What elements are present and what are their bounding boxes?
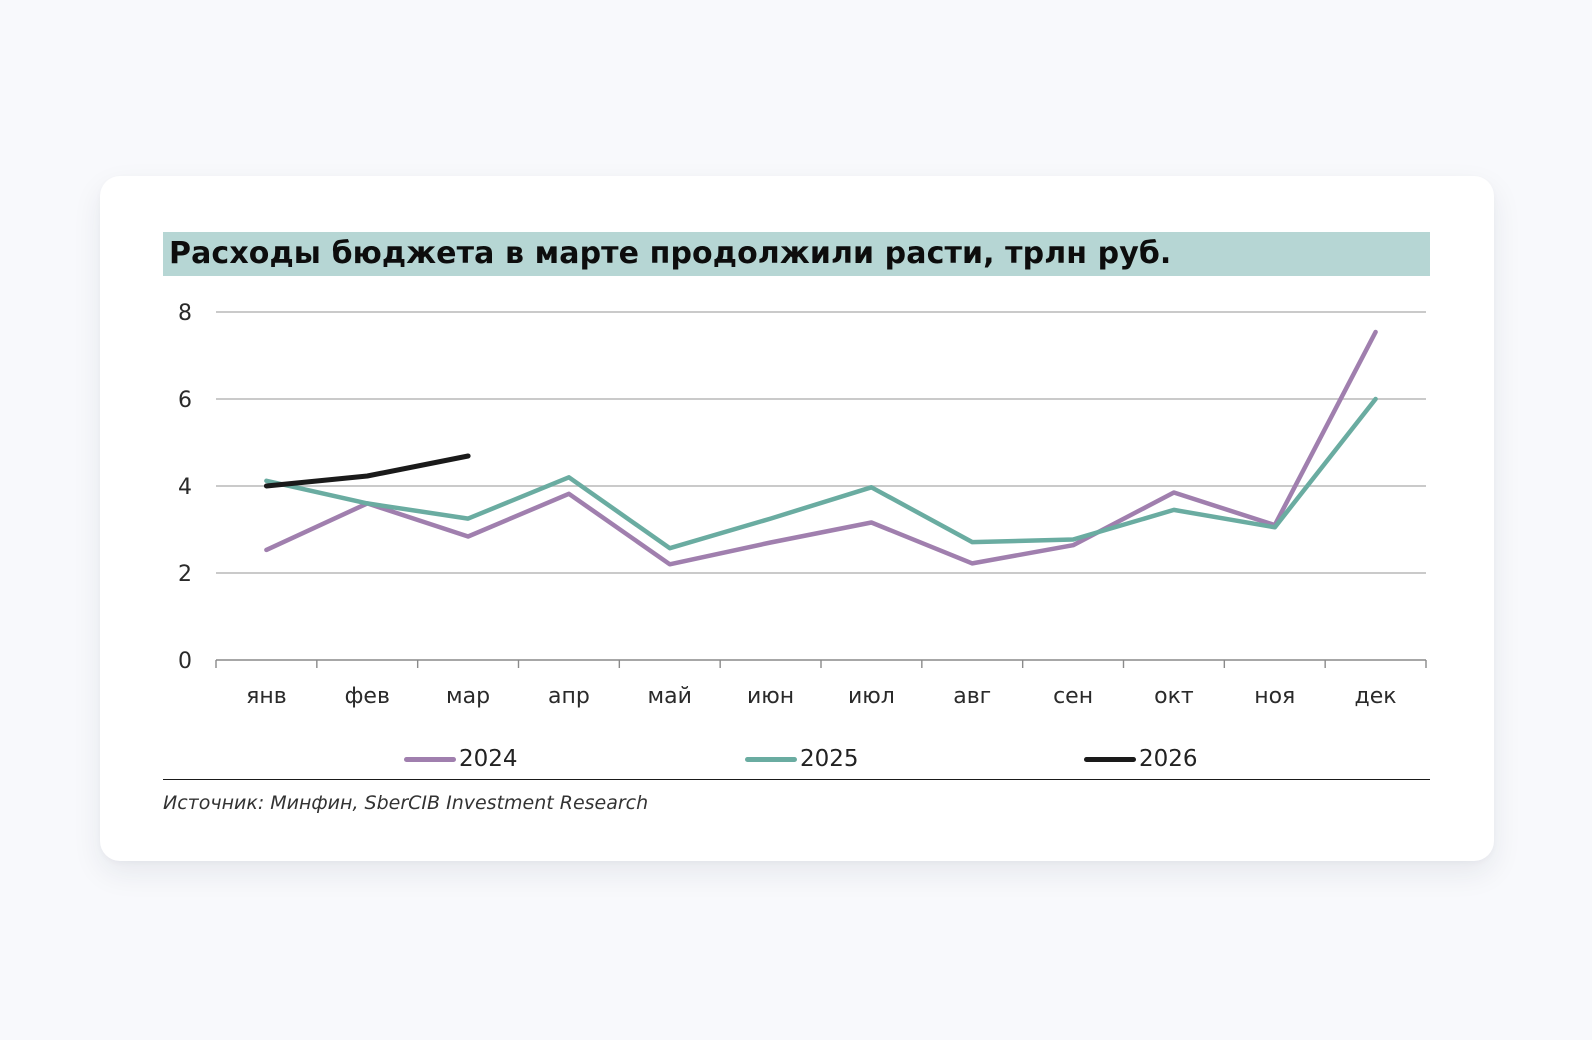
- legend-item-2026: 2026: [1084, 744, 1198, 774]
- source-divider: [163, 779, 1430, 780]
- legend-item-2025: 2025: [745, 744, 859, 774]
- legend-swatch-2026: [1084, 756, 1136, 762]
- source-note: Источник: Минфин, SberCIB Investment Res…: [163, 792, 649, 814]
- legend-item-2024: 2024: [404, 744, 518, 774]
- legend-label-2025: 2025: [800, 746, 859, 772]
- chart-title-bar: Расходы бюджета в марте продолжили расти…: [163, 232, 1430, 276]
- legend-label-2026: 2026: [1139, 746, 1198, 772]
- chart-title: Расходы бюджета в марте продолжили расти…: [169, 236, 1172, 271]
- legend-swatch-2025: [745, 756, 797, 762]
- legend-label-2024: 2024: [459, 746, 518, 772]
- legend-swatch-2024: [404, 756, 456, 762]
